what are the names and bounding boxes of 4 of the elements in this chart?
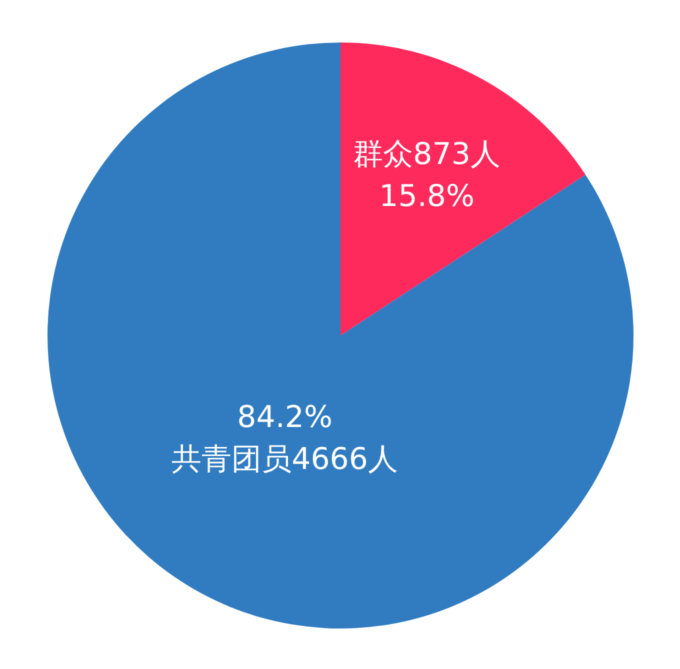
text: 84.2%: [237, 400, 332, 436]
slice-label: 共青团员4666人: [172, 442, 398, 478]
slice-label: 群众873人: [353, 137, 500, 172]
text: 15.8%: [379, 179, 474, 214]
